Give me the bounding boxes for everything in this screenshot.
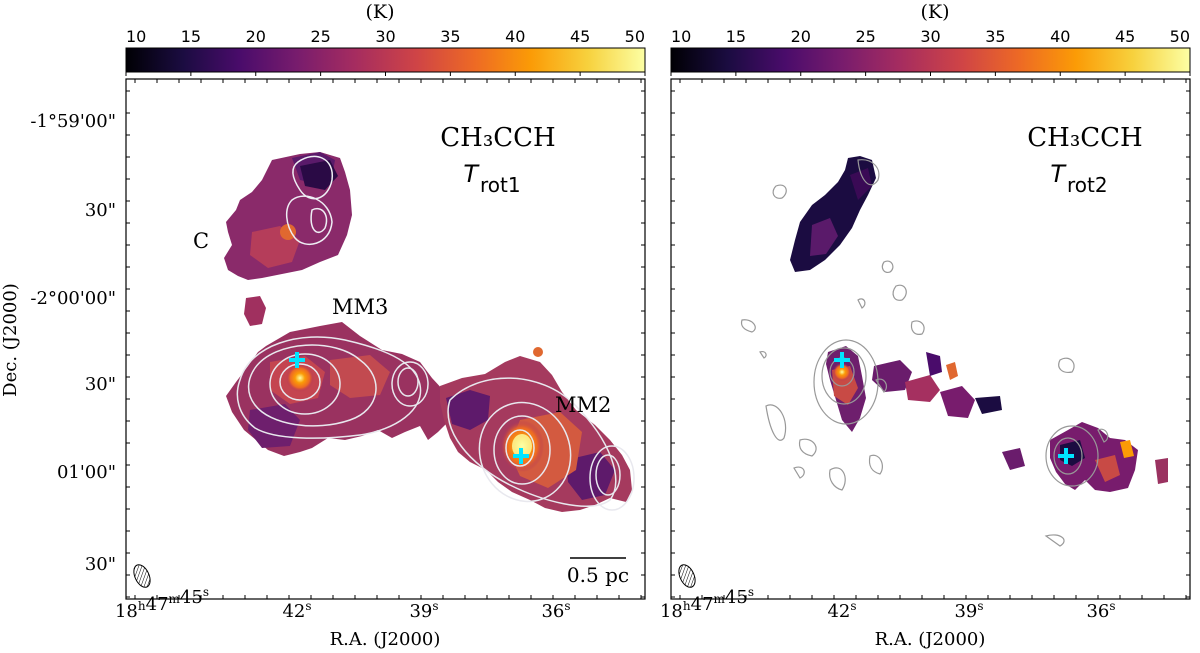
region-label-mm2: MM2	[555, 393, 611, 417]
temperature-map-hotspot	[833, 363, 851, 381]
temperature-map-pixels	[905, 375, 940, 402]
parameter-subscript: rot2	[1067, 173, 1108, 197]
temperature-map-patch	[300, 160, 338, 190]
temperature-map-patch	[1120, 440, 1134, 458]
temperature-map-pixels	[940, 386, 975, 418]
colorbar-gradient	[125, 47, 646, 73]
source-marker-mm3	[289, 352, 305, 368]
temperature-map-hotspot	[280, 224, 296, 240]
colorbar-tick-label: 40	[505, 27, 525, 46]
y-axis-label: Dec. (J2000)	[0, 283, 21, 397]
x-tick-label: 39s	[409, 599, 438, 622]
y-tick-label: 01'00"	[57, 462, 116, 483]
source-marker-mm3	[834, 352, 850, 368]
x-axis-label: R.A. (J2000)	[330, 629, 441, 650]
x-tick-labels: 18h47m45s 42s 39s 36s	[115, 585, 571, 622]
x-tick-label: 42s	[282, 599, 311, 622]
colorbar-tick-labels: 10 15 20 25 30 35 40 45 50	[125, 27, 646, 76]
beam-ellipse	[678, 564, 696, 588]
colorbar-tick-label: 25	[310, 27, 330, 46]
colorbar-tick-label: 30	[920, 27, 940, 46]
temperature-map-patch	[850, 168, 872, 200]
colorbar-tick-label: 20	[791, 27, 811, 46]
colorbar-tick-label: 10	[126, 27, 146, 46]
temperature-map-hotspot	[286, 364, 314, 392]
x-axis-label: R.A. (J2000)	[875, 629, 986, 650]
colorbar-tick-label: 45	[1115, 27, 1135, 46]
colorbar-gradient	[670, 47, 1191, 73]
y-tick-label: 30"	[85, 554, 116, 575]
temperature-map-pixels	[1002, 448, 1025, 470]
temperature-map-pixels	[946, 362, 958, 380]
y-tick-label: 30"	[85, 200, 116, 221]
panel-frame	[125, 78, 646, 600]
contour-c	[310, 208, 328, 233]
colorbar-unit-label: (K)	[365, 1, 394, 23]
beam-ellipse	[133, 564, 151, 588]
colorbar-tick-label: 35	[985, 27, 1005, 46]
temperature-map-patch	[330, 355, 390, 398]
x-tick-label: 18h47m45s	[115, 585, 209, 622]
colorbar-tick-label: 15	[181, 27, 201, 46]
axis-ticks	[126, 79, 645, 599]
y-tick-label: 30"	[85, 374, 116, 395]
panel-frame	[670, 78, 1191, 600]
x-tick-labels: 18h47m45s 42s 39s 36s	[660, 585, 1116, 622]
colorbar-right: (K) 10 15 20 25 30 35 40 45 50	[670, 1, 1191, 76]
temperature-map-peak	[512, 434, 532, 458]
x-tick-label: 39s	[954, 599, 983, 622]
temperature-map-hotspot	[533, 347, 543, 357]
temperature-map-patch	[1095, 455, 1120, 482]
colorbar-tick-label: 50	[625, 27, 645, 46]
x-tick-label: 36s	[541, 599, 570, 622]
temperature-map-pixels	[872, 360, 912, 392]
colorbar-tick-label: 15	[726, 27, 746, 46]
panel-right: CH₃CCH T rot2 18h47m45s 42s 39s 36s R.A.…	[660, 78, 1191, 650]
region-label-c: C	[193, 229, 209, 253]
x-tick-label: 18h47m45s	[660, 585, 754, 622]
temperature-map-blob	[244, 296, 266, 326]
contours-mm2	[447, 377, 635, 511]
temperature-map-pixels	[975, 396, 1002, 414]
panel-left: C MM3 MM2 CH₃CCH T rot1 0.5 pc -1°59'00"…	[0, 78, 646, 650]
molecule-label: CH₃CCH	[1027, 123, 1142, 153]
temperature-map-pixels	[926, 352, 942, 376]
colorbar-unit-label: (K)	[920, 1, 949, 23]
y-tick-label: -1°59'00"	[30, 111, 116, 132]
y-tick-label: -2°00'00"	[30, 288, 116, 309]
colorbar-tick-label: 25	[855, 27, 875, 46]
temperature-map-patch	[446, 390, 490, 430]
parameter-subscript: rot1	[480, 173, 521, 197]
colorbar-left: (K) 10 15 20 25 30 35 40 45 50	[125, 1, 646, 76]
colorbar-tick-label: 10	[671, 27, 691, 46]
temperature-map-patch	[810, 218, 838, 256]
colorbar-tick-label: 45	[570, 27, 590, 46]
molecule-label: CH₃CCH	[440, 123, 555, 153]
temperature-map-pixels	[1155, 458, 1168, 484]
colorbar-tick-label: 40	[1050, 27, 1070, 46]
contours-grey	[740, 159, 1109, 547]
colorbar-tick-label: 30	[375, 27, 395, 46]
axis-ticks	[671, 79, 1190, 599]
colorbar-tick-label: 50	[1170, 27, 1190, 46]
contour-c	[286, 195, 333, 246]
source-marker-mm2	[1058, 448, 1074, 464]
contour-c	[292, 155, 333, 200]
colorbar-tick-labels: 10 15 20 25 30 35 40 45 50	[670, 27, 1191, 76]
x-tick-label: 36s	[1086, 599, 1115, 622]
parameter-symbol: T	[1050, 160, 1067, 188]
colorbar-tick-label: 20	[246, 27, 266, 46]
scale-bar-label: 0.5 pc	[567, 563, 629, 587]
region-label-mm3: MM3	[332, 295, 388, 319]
contours-mm3	[236, 336, 429, 439]
source-marker-mm2	[513, 448, 529, 464]
parameter-symbol: T	[463, 160, 480, 188]
x-tick-label: 42s	[827, 599, 856, 622]
colorbar-tick-label: 35	[440, 27, 460, 46]
